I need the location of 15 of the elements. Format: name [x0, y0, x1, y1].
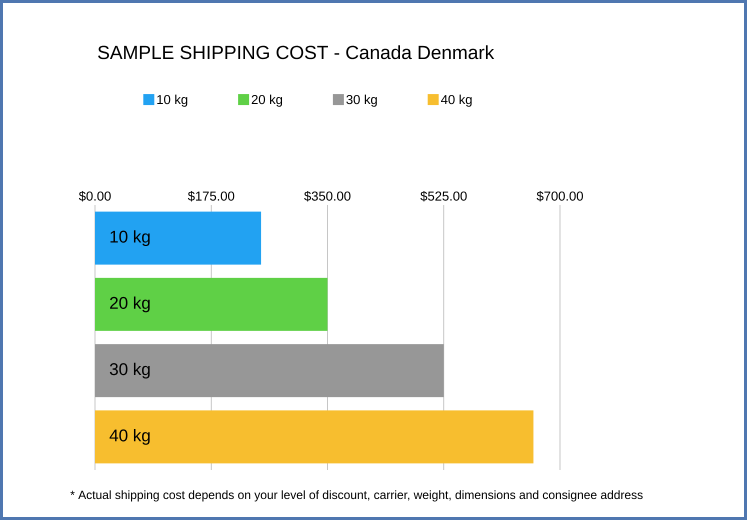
x-tick-label: $700.00 — [536, 190, 583, 202]
legend-label: 20 kg — [252, 94, 282, 107]
text: * Actual shipping cost depends on your level of discount, carrier, weight, dimensions and consignee address — [70, 490, 643, 502]
x-tick-label: $525.00 — [420, 190, 467, 202]
y-tick-label: 20 kg — [110, 296, 150, 312]
x-tick-label: $0.00 — [78, 190, 111, 202]
legend-label: 40 kg — [441, 94, 472, 107]
x-tick-label: $350.00 — [304, 190, 350, 202]
chart-title: SAMPLE SHIPPING COST - Canada Denmark — [98, 45, 494, 60]
y-tick-label: 40 kg — [110, 428, 150, 445]
legend-label: 30 kg — [346, 94, 377, 107]
legend-label: 10 kg — [157, 94, 188, 107]
y-tick-label: 30 kg — [110, 362, 150, 379]
y-tick-label: 10 kg — [110, 230, 150, 246]
x-tick-label: $175.00 — [188, 190, 234, 202]
